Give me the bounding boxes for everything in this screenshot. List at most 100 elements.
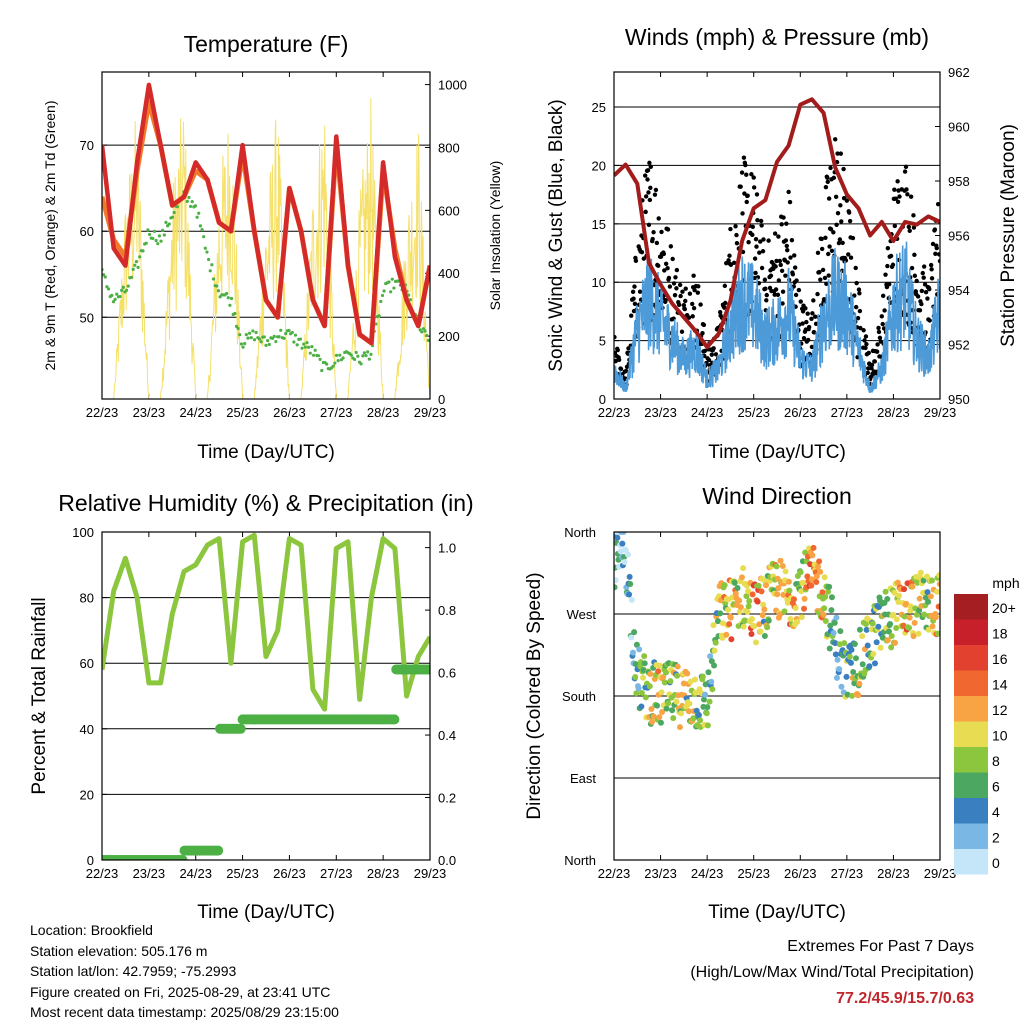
direction-point	[901, 613, 908, 620]
gust-point	[780, 289, 786, 294]
dewpoint-point	[118, 294, 122, 299]
dewpoint-point	[200, 228, 204, 232]
gust-point	[915, 294, 921, 299]
direction-point	[711, 662, 718, 669]
gust-point	[774, 258, 779, 264]
dewpoint-point	[290, 330, 294, 335]
direction-point	[638, 703, 645, 710]
gust-point	[727, 253, 732, 258]
gust-point	[722, 283, 728, 289]
direction-point	[621, 559, 628, 566]
direction-point	[705, 669, 712, 676]
dewpoint-point	[259, 340, 263, 344]
dewpoint-point	[277, 335, 281, 339]
y2-tick-label: 400	[438, 266, 460, 281]
gust-point	[728, 262, 734, 267]
direction-point	[687, 678, 694, 685]
y2-tick-label: 0.0	[438, 853, 456, 868]
dewpoint-point	[252, 338, 257, 342]
gust-point	[734, 232, 739, 238]
direction-point	[846, 653, 853, 660]
direction-point	[828, 607, 835, 614]
direction-point	[656, 714, 663, 721]
gust-point	[825, 175, 830, 180]
chart-title: Wind Direction	[702, 483, 852, 509]
dewpoint-point	[377, 314, 381, 318]
gust-point	[746, 240, 751, 245]
gust-point	[892, 223, 898, 229]
gust-point	[645, 168, 651, 173]
gust-point	[615, 347, 620, 353]
direction-point	[833, 614, 840, 621]
dewpoint-point	[228, 303, 232, 307]
direction-point	[807, 561, 814, 568]
plot-frame	[101, 531, 431, 861]
direction-point	[901, 586, 908, 593]
direction-point	[704, 704, 711, 711]
gust-point	[656, 263, 661, 268]
gust-point	[680, 289, 685, 294]
direction-point	[916, 595, 923, 602]
gust-point	[758, 239, 763, 244]
gust-point	[631, 296, 636, 301]
direction-point	[626, 591, 633, 598]
gust-point	[759, 223, 764, 228]
gust-point	[778, 262, 783, 268]
dewpoint-point	[126, 284, 130, 288]
gust-point	[759, 265, 765, 271]
direction-point	[800, 579, 807, 586]
dewpoint-point	[313, 348, 317, 352]
dewpoint-point	[115, 292, 119, 296]
dewpoint-point	[239, 342, 243, 346]
direction-point	[870, 650, 877, 657]
dewpoint-point	[197, 211, 201, 215]
dewpoint-point	[102, 273, 106, 277]
direction-point	[801, 595, 808, 602]
gust-point	[623, 368, 629, 374]
direction-point	[692, 676, 699, 683]
y2-tick-label: 0.2	[438, 791, 456, 806]
gust-point	[895, 179, 900, 184]
gust-point	[731, 260, 737, 265]
direction-point	[773, 563, 780, 570]
x-tick-label: 27/23	[831, 866, 864, 881]
direction-point	[695, 712, 702, 719]
direction-point	[843, 673, 850, 680]
figure-created: Figure created on Fri, 2025-08-29, at 23…	[30, 983, 331, 1000]
gust-point	[702, 348, 708, 354]
direction-point	[633, 690, 640, 697]
x-tick-label: 26/23	[273, 866, 306, 881]
dewpoint-point	[246, 336, 250, 340]
dewpoint-point	[421, 327, 426, 331]
gust-point	[764, 292, 769, 298]
gust-point	[764, 298, 769, 303]
y2-tick-label: 1000	[438, 78, 467, 93]
dewpoint-point	[164, 220, 168, 224]
direction-point	[737, 604, 744, 611]
direction-point	[855, 692, 862, 699]
direction-point	[743, 593, 750, 600]
direction-point	[924, 589, 931, 596]
precip-point	[389, 714, 400, 725]
y2-tick-label: 950	[948, 392, 970, 407]
gust-point	[744, 172, 749, 177]
gust-point	[823, 184, 829, 190]
y2-tick-label: 0.4	[438, 728, 456, 743]
gust-point	[653, 187, 659, 193]
gust-point	[869, 362, 875, 368]
direction-point	[763, 582, 770, 589]
dewpoint-point	[325, 362, 329, 366]
gust-point	[646, 222, 652, 228]
dewpoint-point	[138, 255, 142, 259]
gust-point	[643, 194, 649, 199]
direction-point	[833, 674, 840, 681]
gust-point	[823, 235, 828, 241]
dewpoint-point	[120, 288, 124, 292]
dewpoint-point	[333, 361, 337, 365]
x-tick-label: 29/23	[414, 866, 447, 881]
x-tick-label: 22/23	[598, 405, 631, 420]
gust-point	[618, 366, 624, 372]
direction-point	[925, 598, 932, 605]
dewpoint-point	[300, 346, 304, 350]
gust-point	[630, 289, 636, 295]
